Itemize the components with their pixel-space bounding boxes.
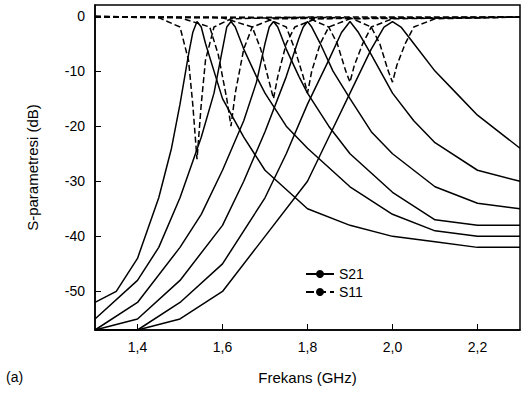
svg-text:S11: S11 bbox=[339, 284, 363, 300]
svg-text:1,8: 1,8 bbox=[298, 339, 318, 355]
svg-text:-50: -50 bbox=[65, 283, 85, 299]
svg-text:-10: -10 bbox=[65, 63, 85, 79]
svg-text:S-parametresi (dB): S-parametresi (dB) bbox=[24, 104, 41, 231]
svg-text:Frekans (GHz): Frekans (GHz) bbox=[258, 369, 356, 386]
svg-text:-20: -20 bbox=[65, 118, 85, 134]
svg-text:1,6: 1,6 bbox=[213, 339, 233, 355]
svg-text:2,2: 2,2 bbox=[468, 339, 488, 355]
svg-text:-40: -40 bbox=[65, 228, 85, 244]
svg-text:S21: S21 bbox=[339, 266, 364, 282]
svg-text:2,0: 2,0 bbox=[383, 339, 403, 355]
svg-text:1,4: 1,4 bbox=[128, 339, 148, 355]
svg-text:(a): (a) bbox=[6, 369, 23, 385]
svg-text:-30: -30 bbox=[65, 173, 85, 189]
svg-text:0: 0 bbox=[77, 8, 85, 24]
